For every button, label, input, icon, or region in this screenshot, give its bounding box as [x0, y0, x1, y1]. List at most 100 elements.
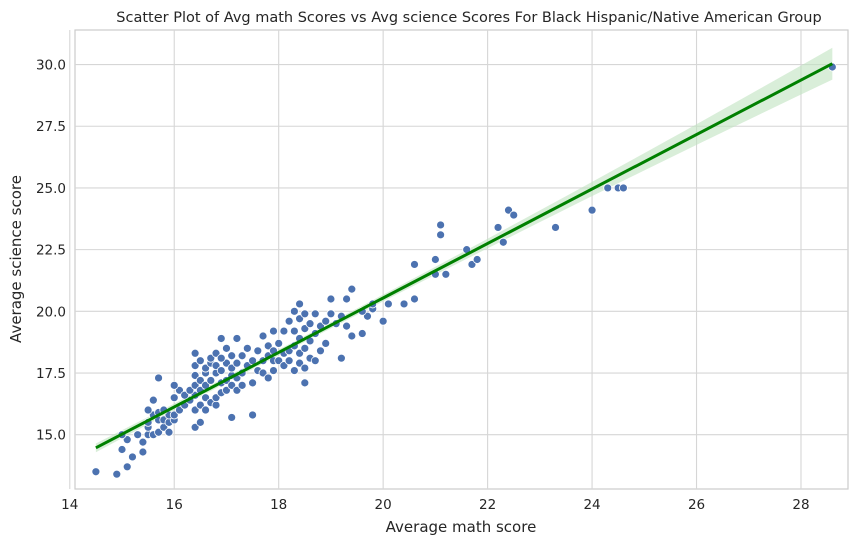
data-point: [128, 452, 137, 462]
x-tick-label: 18: [270, 497, 287, 513]
data-point: [211, 400, 221, 410]
data-point: [143, 405, 153, 415]
data-point: [169, 393, 179, 403]
x-tick-label: 24: [583, 497, 600, 513]
data-point: [336, 353, 346, 363]
data-point: [310, 309, 320, 319]
data-point: [289, 306, 299, 316]
x-tick-label: 26: [688, 497, 705, 513]
data-point: [410, 260, 419, 269]
data-point: [347, 331, 357, 341]
y-axis-title: Average science score: [7, 175, 25, 343]
data-point: [248, 410, 257, 420]
data-point: [232, 334, 242, 343]
data-point: [498, 237, 508, 247]
data-point: [195, 417, 205, 427]
data-point: [133, 430, 143, 440]
data-point: [201, 405, 210, 415]
data-point: [216, 334, 226, 343]
data-point: [237, 380, 247, 390]
data-point: [112, 469, 122, 479]
data-point: [190, 348, 200, 358]
data-point: [321, 316, 331, 326]
data-point: [227, 351, 237, 361]
data-point: [300, 343, 310, 353]
y-tick-label: 17.5: [36, 366, 66, 382]
data-point: [383, 299, 393, 309]
data-point: [619, 183, 628, 193]
data-point: [284, 316, 294, 326]
y-tick-label: 30.0: [36, 58, 66, 74]
data-point: [237, 351, 247, 361]
data-point: [117, 445, 127, 454]
regression-line-path: [95, 62, 834, 450]
data-point: [441, 269, 451, 279]
data-point: [91, 467, 101, 477]
data-point: [232, 358, 242, 368]
data-point: [169, 380, 179, 390]
x-tick-label: 22: [479, 497, 496, 513]
data-point: [300, 378, 310, 388]
y-tick-label: 27.5: [36, 119, 66, 135]
y-tick-label: 15.0: [36, 428, 66, 444]
data-point: [326, 294, 336, 304]
data-point: [154, 373, 163, 383]
data-point: [316, 346, 325, 356]
data-point: [269, 366, 278, 375]
data-point: [289, 326, 299, 336]
regression-line: [95, 62, 834, 450]
x-tick-label: 28: [792, 497, 809, 513]
chart-title: Scatter Plot of Avg math Scores vs Avg s…: [116, 10, 821, 26]
data-point: [295, 299, 304, 309]
data-point: [164, 427, 174, 437]
y-tick-label: 25.0: [36, 181, 66, 197]
data-point: [509, 210, 519, 220]
data-point: [436, 220, 446, 230]
data-point: [216, 366, 226, 375]
data-point: [148, 395, 158, 405]
data-point: [410, 294, 419, 304]
data-point: [269, 326, 278, 336]
data-point: [274, 339, 284, 348]
data-points: [91, 62, 837, 479]
y-tick-label: 22.5: [36, 243, 66, 259]
data-point: [138, 447, 148, 457]
data-point: [305, 319, 315, 329]
data-point: [587, 205, 597, 215]
data-point: [195, 356, 205, 366]
data-point: [603, 183, 613, 193]
data-point: [357, 329, 367, 338]
data-point: [493, 223, 503, 232]
data-point: [347, 284, 357, 294]
data-point: [326, 309, 336, 319]
data-point: [300, 363, 310, 373]
data-point: [253, 346, 263, 356]
data-point: [430, 255, 440, 264]
data-point: [216, 353, 226, 363]
data-point: [378, 316, 388, 326]
data-point: [551, 223, 560, 232]
data-point: [472, 255, 482, 264]
data-point: [300, 309, 310, 319]
x-axis-title: Average math score: [386, 518, 537, 536]
data-point: [206, 376, 216, 385]
data-point: [279, 326, 289, 336]
data-point: [222, 343, 231, 353]
data-point: [321, 339, 331, 348]
data-point: [227, 413, 237, 422]
x-tick-labels: 14 16 18 20 22 24 26 28: [61, 497, 809, 513]
data-point: [310, 356, 320, 366]
data-point: [284, 356, 294, 366]
data-point: [242, 343, 252, 353]
data-point: [399, 299, 409, 309]
x-tick-label: 14: [61, 497, 78, 513]
data-point: [138, 437, 148, 447]
x-tick-label: 16: [166, 497, 183, 513]
data-point: [248, 378, 257, 388]
x-tick-label: 20: [375, 497, 392, 513]
y-tick-labels: 15.0 17.5 20.0 22.5 25.0 27.5 30.0: [36, 58, 66, 444]
y-tick-label: 20.0: [36, 304, 66, 320]
data-point: [342, 294, 351, 304]
data-point: [289, 366, 299, 375]
